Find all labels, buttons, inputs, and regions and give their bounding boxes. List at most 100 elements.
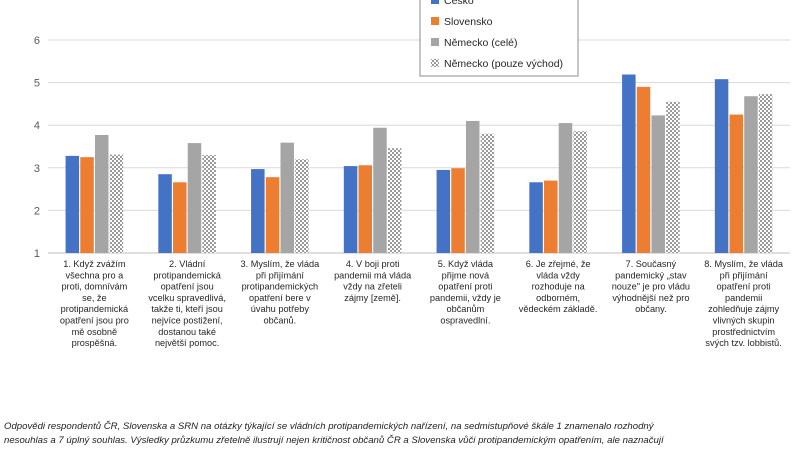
bar-3-cat-7 <box>651 115 665 253</box>
category-label-line: 6. Je zřejmé, že <box>526 259 591 269</box>
y-tick-label: 1 <box>34 248 40 260</box>
y-tick-label: 5 <box>34 78 40 90</box>
y-tick-label: 2 <box>34 205 40 217</box>
legend-swatch-2 <box>431 17 439 25</box>
category-label-line: občany. <box>635 304 667 314</box>
bar-1-cat-5 <box>436 169 451 253</box>
bar-3-cat-5 <box>465 120 480 253</box>
category-label-line: ospravedlní. <box>440 316 490 326</box>
bar-2-cat-4 <box>358 165 373 253</box>
category-label-line: prospěšná. <box>72 338 117 348</box>
y-axis: 1 2 3 4 5 6 <box>34 35 40 260</box>
bar-3-cat-2 <box>187 143 202 253</box>
category-label-line: odborném, <box>536 293 580 303</box>
category-label-line: pandemii <box>725 293 762 303</box>
category-label-line: vcelku spravedlivá, <box>148 293 226 303</box>
category-label-line: proti, domnívám <box>61 282 127 292</box>
bar-3-cat-8 <box>744 96 758 254</box>
bar-4-cat-7 <box>666 101 680 254</box>
bar-3-cat-4 <box>373 127 387 253</box>
legend-label-3: Německo (celé) <box>444 37 518 49</box>
category-label-line: nouze" je pro vládu <box>612 282 690 292</box>
bar-3-cat-3 <box>280 142 294 253</box>
bars <box>65 74 773 254</box>
category-label-line: opatření proti <box>717 282 771 292</box>
bar-2-cat-1 <box>80 157 94 253</box>
category-label-line: prostřednictvím <box>712 327 775 337</box>
bar-1-cat-2 <box>158 174 172 253</box>
bar-1-cat-4 <box>343 166 358 253</box>
bar-4-cat-6 <box>573 131 587 253</box>
bar-2-cat-3 <box>265 177 280 253</box>
category-label-line: opatření jsou pro <box>60 316 129 326</box>
category-label-5: 5. Když vláda přijme nová opatření proti pa… <box>430 259 501 326</box>
category-label-2: 2. Vládní protipandemická opatření jsou vce… <box>148 259 226 348</box>
bar-4-cat-8 <box>758 94 773 254</box>
legend: Česko Slovensko Německo (celé) Německo (pou… <box>419 0 579 77</box>
category-label-line: 2. Vládní <box>169 259 206 269</box>
category-label-line: opatření jsou <box>161 282 214 292</box>
category-label-line: se, že <box>82 293 107 303</box>
legend-label-2: Slovensko <box>444 16 493 28</box>
bar-1-cat-7 <box>622 74 636 253</box>
bar-4-cat-5 <box>480 133 495 253</box>
y-tick-label: 6 <box>34 35 40 47</box>
category-label-line: výhodnější než pro <box>612 293 689 303</box>
category-label-line: rozhoduje na <box>532 282 586 292</box>
bar-2-cat-7 <box>636 86 651 253</box>
category-label-4: 4. V boji proti pandemii má vláda vždy na … <box>334 259 412 303</box>
category-label-line: při přijímání <box>720 270 768 280</box>
category-label-line: 1. Když zvážím <box>63 259 126 269</box>
y-tick-label: 3 <box>34 163 40 175</box>
bar-4-cat-3 <box>295 159 309 253</box>
category-label-line: všechna pro a <box>66 270 125 280</box>
category-label-line: občanům <box>446 304 484 314</box>
category-label-line: pandemii má vláda <box>334 270 412 280</box>
figure-caption: Odpovědi respondentů ČR, Slovenska a SRN… <box>4 420 796 448</box>
bar-1-cat-1 <box>65 155 80 253</box>
category-label-line: protipandemická <box>61 304 129 314</box>
caption-line-2: nesouhlas a 7 úplný souhlas. Výsledky pr… <box>4 435 664 446</box>
bar-2-cat-8 <box>729 114 744 253</box>
bar-chart: 1 2 3 4 5 6 1. Když zvážím všechna pro a proti,… <box>34 0 790 348</box>
category-label-line: protipandemická <box>153 270 221 280</box>
caption-line-1: Odpovědi respondentů ČR, Slovenska a SRN… <box>4 421 654 432</box>
bar-4-cat-1 <box>109 154 124 253</box>
legend-frame <box>419 0 579 77</box>
bar-4-cat-4 <box>387 148 402 253</box>
bar-1-cat-8 <box>714 79 729 253</box>
category-label-7: 7. Současný pandemický „stav nouze" je pro… <box>612 259 690 314</box>
category-label-line: takže ti, kteří jsou <box>151 304 223 314</box>
category-label-line: vědeckém základě. <box>519 304 598 314</box>
category-label-3: 3. Myslím, že vláda při přijímání protipan… <box>241 259 321 326</box>
legend-swatch-4 <box>431 59 439 67</box>
category-label-line: vždy na zřeteli <box>343 282 402 292</box>
legend-swatch-1 <box>431 0 439 4</box>
category-label-line: 7. Současný <box>626 259 677 269</box>
category-label-line: pandemii, vždy je <box>430 293 501 303</box>
category-label-line: svých tzv. lobbistů. <box>705 338 781 348</box>
category-label-line: opatření bere v <box>249 293 311 303</box>
legend-label-4: Německo (pouze východ) <box>444 58 563 70</box>
category-labels: 1. Když zvážím všechna pro a proti, domnív… <box>60 259 784 348</box>
bar-1-cat-6 <box>529 182 543 253</box>
category-label-line: zohledňuje zájmy <box>708 304 779 314</box>
legend-swatch-3 <box>431 38 439 46</box>
category-label-line: opatření proti <box>438 282 492 292</box>
category-label-line: při přijímání <box>256 270 304 280</box>
category-label-line: zájmy [země]. <box>344 293 401 303</box>
category-label-line: největší pomoc. <box>155 338 219 348</box>
category-label-line: dostanou také <box>158 327 216 337</box>
bar-4-cat-2 <box>202 155 216 253</box>
bar-2-cat-6 <box>544 180 558 253</box>
category-label-1: 1. Když zvážím všechna pro a proti, domnív… <box>60 259 129 348</box>
category-label-6: 6. Je zřejmé, že vláda vždy rozhoduje na od… <box>519 259 598 314</box>
bar-1-cat-3 <box>251 169 265 253</box>
category-label-line: nejvíce postižení, <box>152 316 223 326</box>
category-label-line: občanů. <box>264 316 297 326</box>
category-label-line: 3. Myslím, že vláda <box>241 259 321 269</box>
category-label-line: přijme nová <box>442 270 490 280</box>
category-label-line: 8. Myslím, že vláda <box>704 259 784 269</box>
bar-3-cat-1 <box>94 134 109 253</box>
category-label-line: 4. V boji proti <box>346 259 400 269</box>
